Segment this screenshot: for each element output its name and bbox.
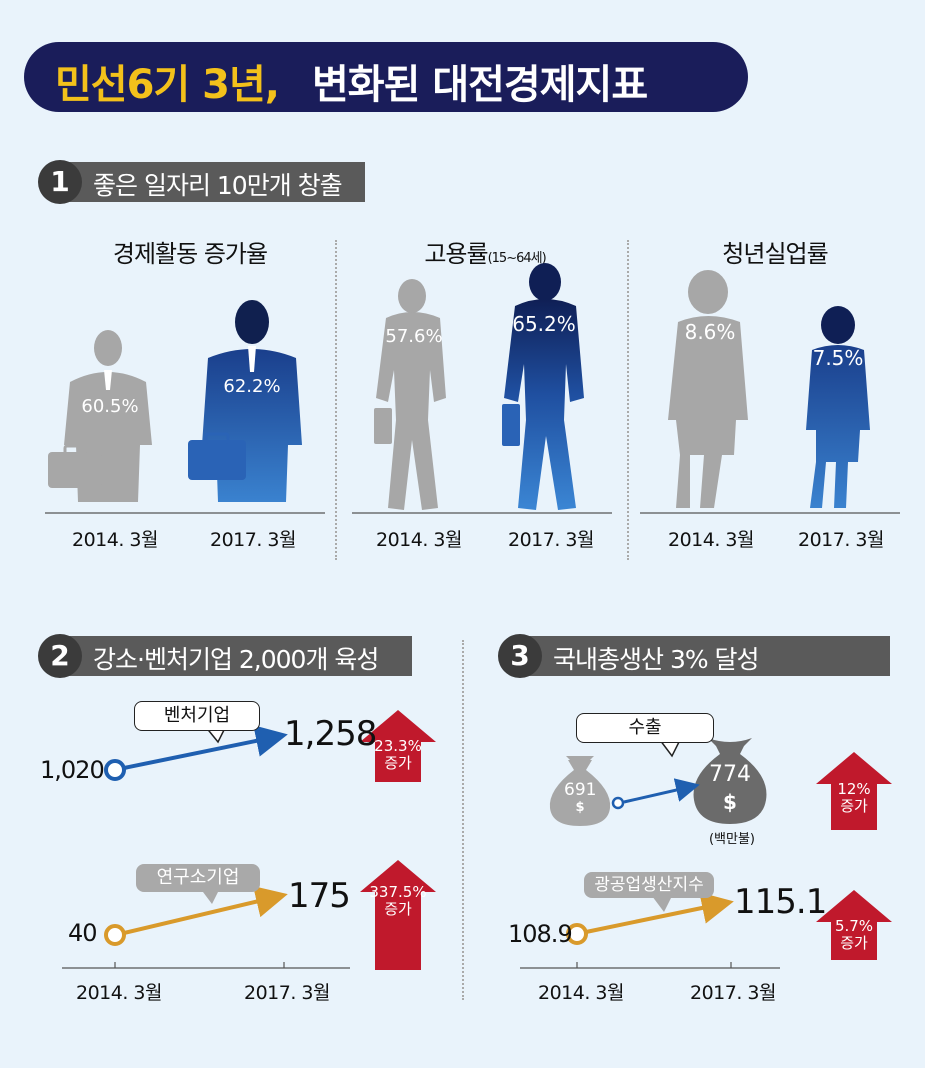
- exports-end-value: 774: [709, 762, 751, 787]
- youth-before-icon: [668, 270, 748, 508]
- research-end-value: 175: [288, 876, 351, 916]
- exports-increase-word: 증가: [840, 797, 868, 815]
- col3-after-date: 2017. 3월: [798, 529, 885, 551]
- venture-increase-word: 증가: [384, 754, 412, 772]
- youth-after-icon: [806, 306, 870, 508]
- section-divider: [462, 640, 464, 1000]
- industrial-end-value: 115.1: [734, 882, 827, 922]
- exports-start-value: 691: [564, 780, 597, 800]
- industrial-start-value: 108.9: [508, 920, 573, 948]
- research-increase-arrow: [360, 860, 436, 970]
- col3-after-value: 7.5%: [812, 346, 864, 370]
- exports-increase-pct: 12%: [837, 780, 871, 798]
- section1-figures: [45, 263, 900, 514]
- col1-title: 경제활동 증가율: [112, 240, 268, 268]
- section2-number: 2: [38, 634, 82, 678]
- industrial-callout: 광공업생산지수: [584, 872, 714, 898]
- section2-label: 강소·벤처기업 2,000개 육성: [93, 645, 379, 674]
- section2-date-after: 2017. 3월: [244, 982, 331, 1004]
- venture-increase-pct: 23.3%: [374, 737, 422, 755]
- col1-before-date: 2014. 3월: [72, 529, 159, 551]
- title-banner: [24, 42, 748, 112]
- venture-end-value: 1,258: [284, 714, 377, 754]
- research-callout-tail: [200, 888, 220, 904]
- section3-date-after: 2017. 3월: [690, 982, 777, 1004]
- col1-after-value: 62.2%: [223, 376, 281, 397]
- exports-callout: 수출: [576, 713, 714, 743]
- industrial-callout-tail: [652, 896, 672, 912]
- research-increase-pct: 337.5%: [369, 883, 427, 901]
- section1-label: 좋은 일자리 10만개 창출: [93, 171, 343, 200]
- column-divider: [335, 240, 337, 560]
- col2-before-value: 57.6%: [385, 326, 443, 347]
- section2-date-before: 2014. 3월: [76, 982, 163, 1004]
- venture-callout: 벤처기업: [134, 701, 260, 731]
- exports-unit: (백만불): [708, 832, 756, 847]
- industrial-trend-line: [566, 892, 734, 945]
- money-bag-before-icon: [549, 756, 611, 826]
- section2-header-bar: [50, 636, 412, 676]
- exports-trend-line: [611, 778, 700, 810]
- col3-title: 청년실업률: [722, 240, 828, 268]
- column-divider: [627, 240, 629, 560]
- col2-title-note: (15~64세): [487, 251, 547, 266]
- businessman-before-icon: [48, 330, 152, 502]
- col1-after-date: 2017. 3월: [210, 529, 297, 551]
- money-bag-after-icon: [693, 738, 767, 824]
- section1-number: 1: [38, 160, 82, 204]
- section3-number: 3: [498, 634, 542, 678]
- section3-header-bar: [510, 636, 890, 676]
- section3-label: 국내총생산 3% 달성: [553, 645, 760, 674]
- col3-before-date: 2014. 3월: [668, 529, 755, 551]
- title-text: 변화된 대전경제지표: [312, 62, 648, 108]
- col2-title: 고용률(15~64세): [424, 240, 547, 268]
- col2-before-date: 2014. 3월: [376, 529, 463, 551]
- dollar-icon: $: [575, 800, 585, 815]
- col3-before-value: 8.6%: [684, 320, 736, 344]
- venture-increase-arrow: [360, 710, 436, 782]
- walking-man-after-icon: [502, 263, 584, 510]
- col2-after-value: 65.2%: [512, 312, 576, 336]
- research-increase-word: 증가: [384, 900, 412, 918]
- research-callout: 연구소기업: [136, 864, 260, 892]
- col2-after-date: 2017. 3월: [508, 529, 595, 551]
- research-start-value: 40: [68, 919, 98, 947]
- venture-start-value: 1,020: [40, 756, 105, 784]
- walking-man-before-icon: [374, 279, 446, 510]
- industrial-increase-pct: 5.7%: [834, 917, 874, 935]
- industrial-increase-word: 증가: [840, 934, 868, 952]
- exports-increase-arrow: [816, 752, 892, 830]
- title-highlight: 민선6기 3년,: [55, 62, 280, 108]
- dollar-icon: $: [723, 790, 737, 814]
- research-trend-line: [104, 885, 288, 946]
- section1-header-bar: [50, 162, 365, 202]
- industrial-increase-arrow: [816, 890, 892, 960]
- venture-trend-line: [104, 725, 288, 781]
- section3-date-before: 2014. 3월: [538, 982, 625, 1004]
- businessman-after-icon: [188, 300, 302, 502]
- col1-before-value: 60.5%: [81, 396, 139, 417]
